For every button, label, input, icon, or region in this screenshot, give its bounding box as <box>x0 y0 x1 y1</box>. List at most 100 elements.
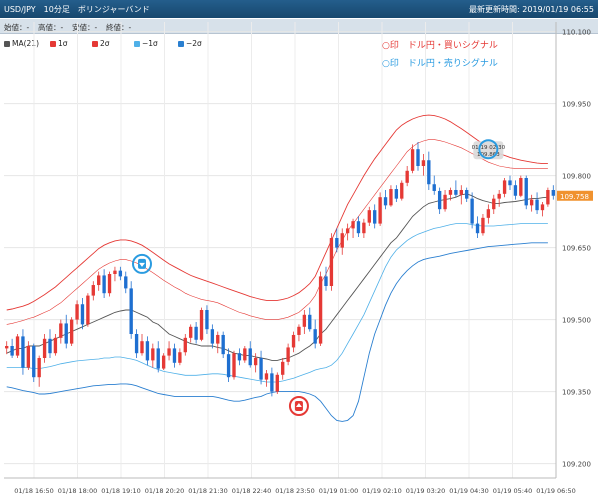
candle-body <box>15 336 20 356</box>
candle-body <box>75 304 79 320</box>
candle-body <box>118 270 123 277</box>
y-tick-label: 109.200 <box>562 461 591 469</box>
x-tick-label: 01/18 20:20 <box>145 487 185 495</box>
2sigma-swatch-icon <box>92 41 98 47</box>
x-tick-label: 01/18 23:50 <box>275 487 315 495</box>
candle-body <box>313 329 317 344</box>
candle-body <box>86 295 90 325</box>
x-tick-label: 01/18 22:40 <box>232 487 272 495</box>
candle-body <box>232 353 236 378</box>
current-price-label: 109.758 <box>560 193 589 201</box>
candle-body <box>264 373 269 380</box>
legend-item-minus2sigma[interactable]: −2σ <box>178 39 202 48</box>
candle-body <box>107 274 112 294</box>
x-tick-label: 01/19 02:10 <box>362 487 402 495</box>
candle-body <box>351 221 355 229</box>
candle-body <box>226 354 231 378</box>
candle-body <box>26 346 31 368</box>
candle-body <box>32 346 36 378</box>
last-updated: 最新更新時間: 2019/01/19 06:55 <box>469 5 594 14</box>
ma-swatch-icon <box>4 41 10 47</box>
candle-body <box>470 198 474 224</box>
candle-body <box>546 190 550 205</box>
legend-item-1sigma[interactable]: 1σ <box>50 39 68 48</box>
legend-item-minus1sigma[interactable]: −1σ <box>134 39 158 48</box>
candle-body <box>199 310 204 340</box>
candle-body <box>443 194 447 210</box>
chart-title: USD/JPY 10分足 ボリンジャーバンド <box>4 5 150 14</box>
candle-body <box>216 334 220 344</box>
candle-body <box>91 285 95 296</box>
legend-item-ma[interactable]: MA(21) <box>4 39 39 48</box>
candle-body <box>5 346 9 349</box>
candle-body <box>513 185 518 196</box>
candle-body <box>486 209 491 218</box>
candle-body <box>156 348 160 369</box>
candle-body <box>459 190 463 195</box>
candle-body <box>492 198 496 210</box>
candle-body <box>373 210 377 224</box>
y-tick-label: 109.500 <box>562 317 591 325</box>
y-tick-label: 109.800 <box>562 173 591 181</box>
candle-body <box>189 326 193 338</box>
lower-2sigma-line <box>6 242 548 422</box>
candle-body <box>432 184 436 191</box>
candle-body <box>394 189 399 199</box>
buy-signal-circle <box>288 396 309 416</box>
x-tick-label: 01/19 03:20 <box>406 487 446 495</box>
candle-body <box>281 361 285 375</box>
candle-body <box>286 347 290 362</box>
title-bar: USD/JPY 10分足 ボリンジャーバンド 最新更新時間: 2019/01/1… <box>0 0 598 18</box>
high-value: 高値：- <box>38 23 64 32</box>
upper-1sigma-line <box>6 139 548 325</box>
candle-body <box>345 228 350 234</box>
candle-body <box>535 199 539 211</box>
candle-body <box>69 319 74 344</box>
sell-signal-circle-1 <box>132 253 152 274</box>
candles <box>5 142 555 397</box>
close-value: 終値：- <box>106 23 132 32</box>
candle-body <box>237 353 242 361</box>
open-value: 始値：- <box>4 23 30 32</box>
candle-body <box>329 238 334 286</box>
candle-body <box>389 189 393 206</box>
x-tick-label: 01/18 18:00 <box>58 487 98 495</box>
candle-body <box>400 182 404 199</box>
sell-signal-note: ○印 ドル円・売りシグナル <box>382 57 498 69</box>
minus1sigma-swatch-icon <box>134 41 140 47</box>
candle-body <box>410 149 415 171</box>
candle-body <box>448 190 453 195</box>
low-value: 安値：- <box>72 23 98 32</box>
candle-body <box>221 334 225 355</box>
sell-signal-circle-1-down-arrow-icon <box>139 262 145 267</box>
candle-body <box>124 276 128 289</box>
candle-body <box>161 355 166 369</box>
candle-body <box>508 180 512 186</box>
upper-2sigma-line <box>6 114 548 311</box>
candle-body <box>53 337 58 354</box>
x-tick-label: 01/19 05:40 <box>493 487 533 495</box>
candle-body <box>178 352 182 363</box>
legend: MA(21) 1σ 2σ −1σ −2σ <box>0 37 240 51</box>
candle-body <box>302 314 307 327</box>
legend-item-2sigma[interactable]: 2σ <box>92 39 110 48</box>
candle-body <box>465 190 469 199</box>
candle-body <box>10 346 14 356</box>
buy-signal-note: ○印 ドル円・買いシグナル <box>382 39 498 51</box>
candle-body <box>340 233 344 248</box>
candle-body <box>64 323 68 344</box>
y-tick-label: 110.100 <box>562 29 591 37</box>
candle-body <box>519 178 523 196</box>
x-tick-label: 01/19 06:50 <box>536 487 576 495</box>
tooltip-price: 109.863 <box>477 152 500 158</box>
candle-body <box>21 336 25 368</box>
x-tick-label: 01/18 19:10 <box>101 487 141 495</box>
candle-body <box>475 223 480 234</box>
candle-body <box>210 329 215 344</box>
sell-signal-circle-2 <box>478 139 499 160</box>
candle-body <box>421 160 426 166</box>
candle-body <box>540 204 545 211</box>
candle-body <box>383 197 388 206</box>
